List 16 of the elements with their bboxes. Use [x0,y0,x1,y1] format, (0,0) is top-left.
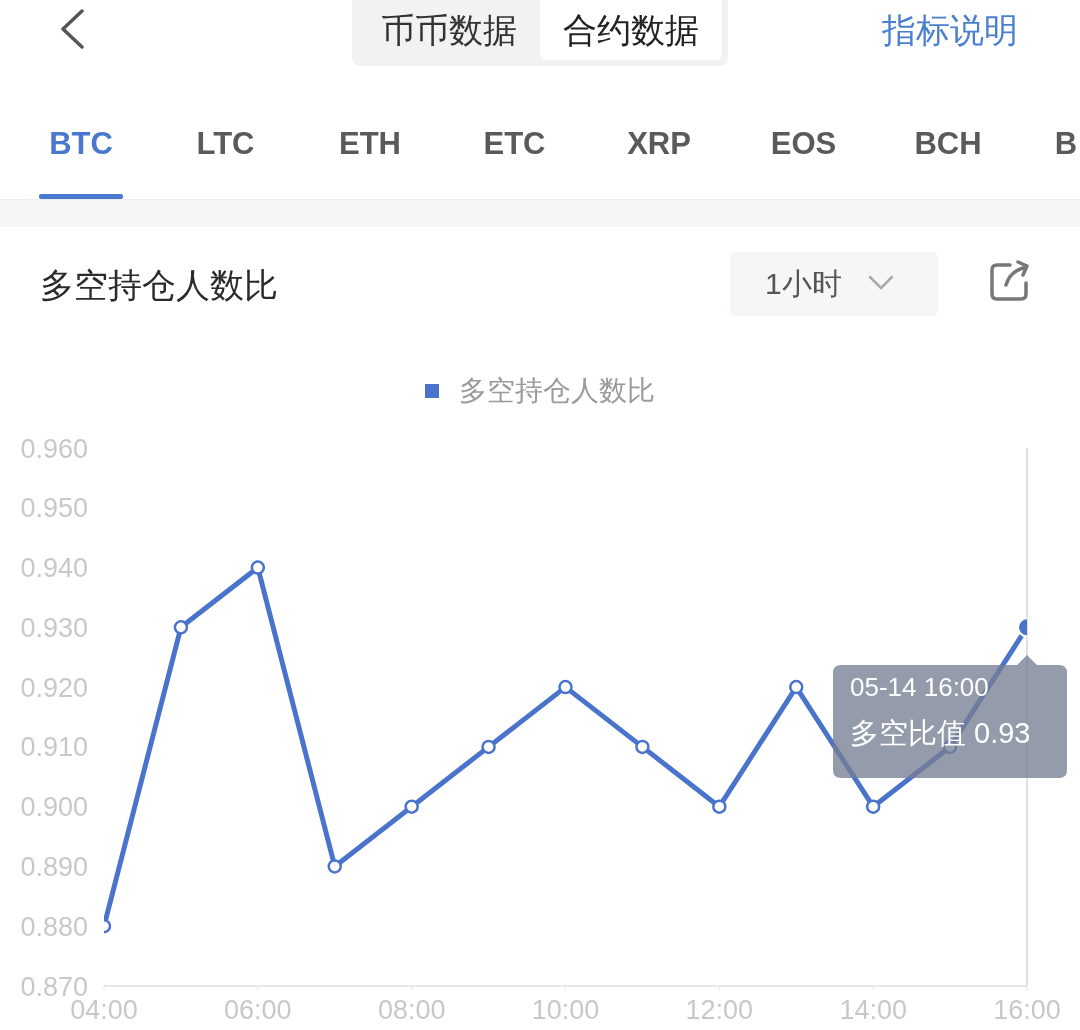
text: BCH [914,125,982,161]
text: ETC [483,125,546,161]
text: BTC [49,125,113,161]
legend-label: 多空持仓人数比 [459,374,655,408]
text: XRP [627,125,691,161]
text: 指标说明 [882,11,1018,49]
text: EOS [770,125,837,161]
text: 合约数据 [563,11,699,49]
text: LTC [196,125,255,161]
chart-title: 多空持仓人数比 [40,266,278,304]
annotation: 05-14 16:00 [850,672,989,703]
annotation: 多空比值 0.93 [850,716,1031,749]
text: 1小时 [765,267,842,300]
text: B [1054,125,1078,161]
text: 币币数据 [381,11,517,49]
text: ETH [339,125,401,161]
